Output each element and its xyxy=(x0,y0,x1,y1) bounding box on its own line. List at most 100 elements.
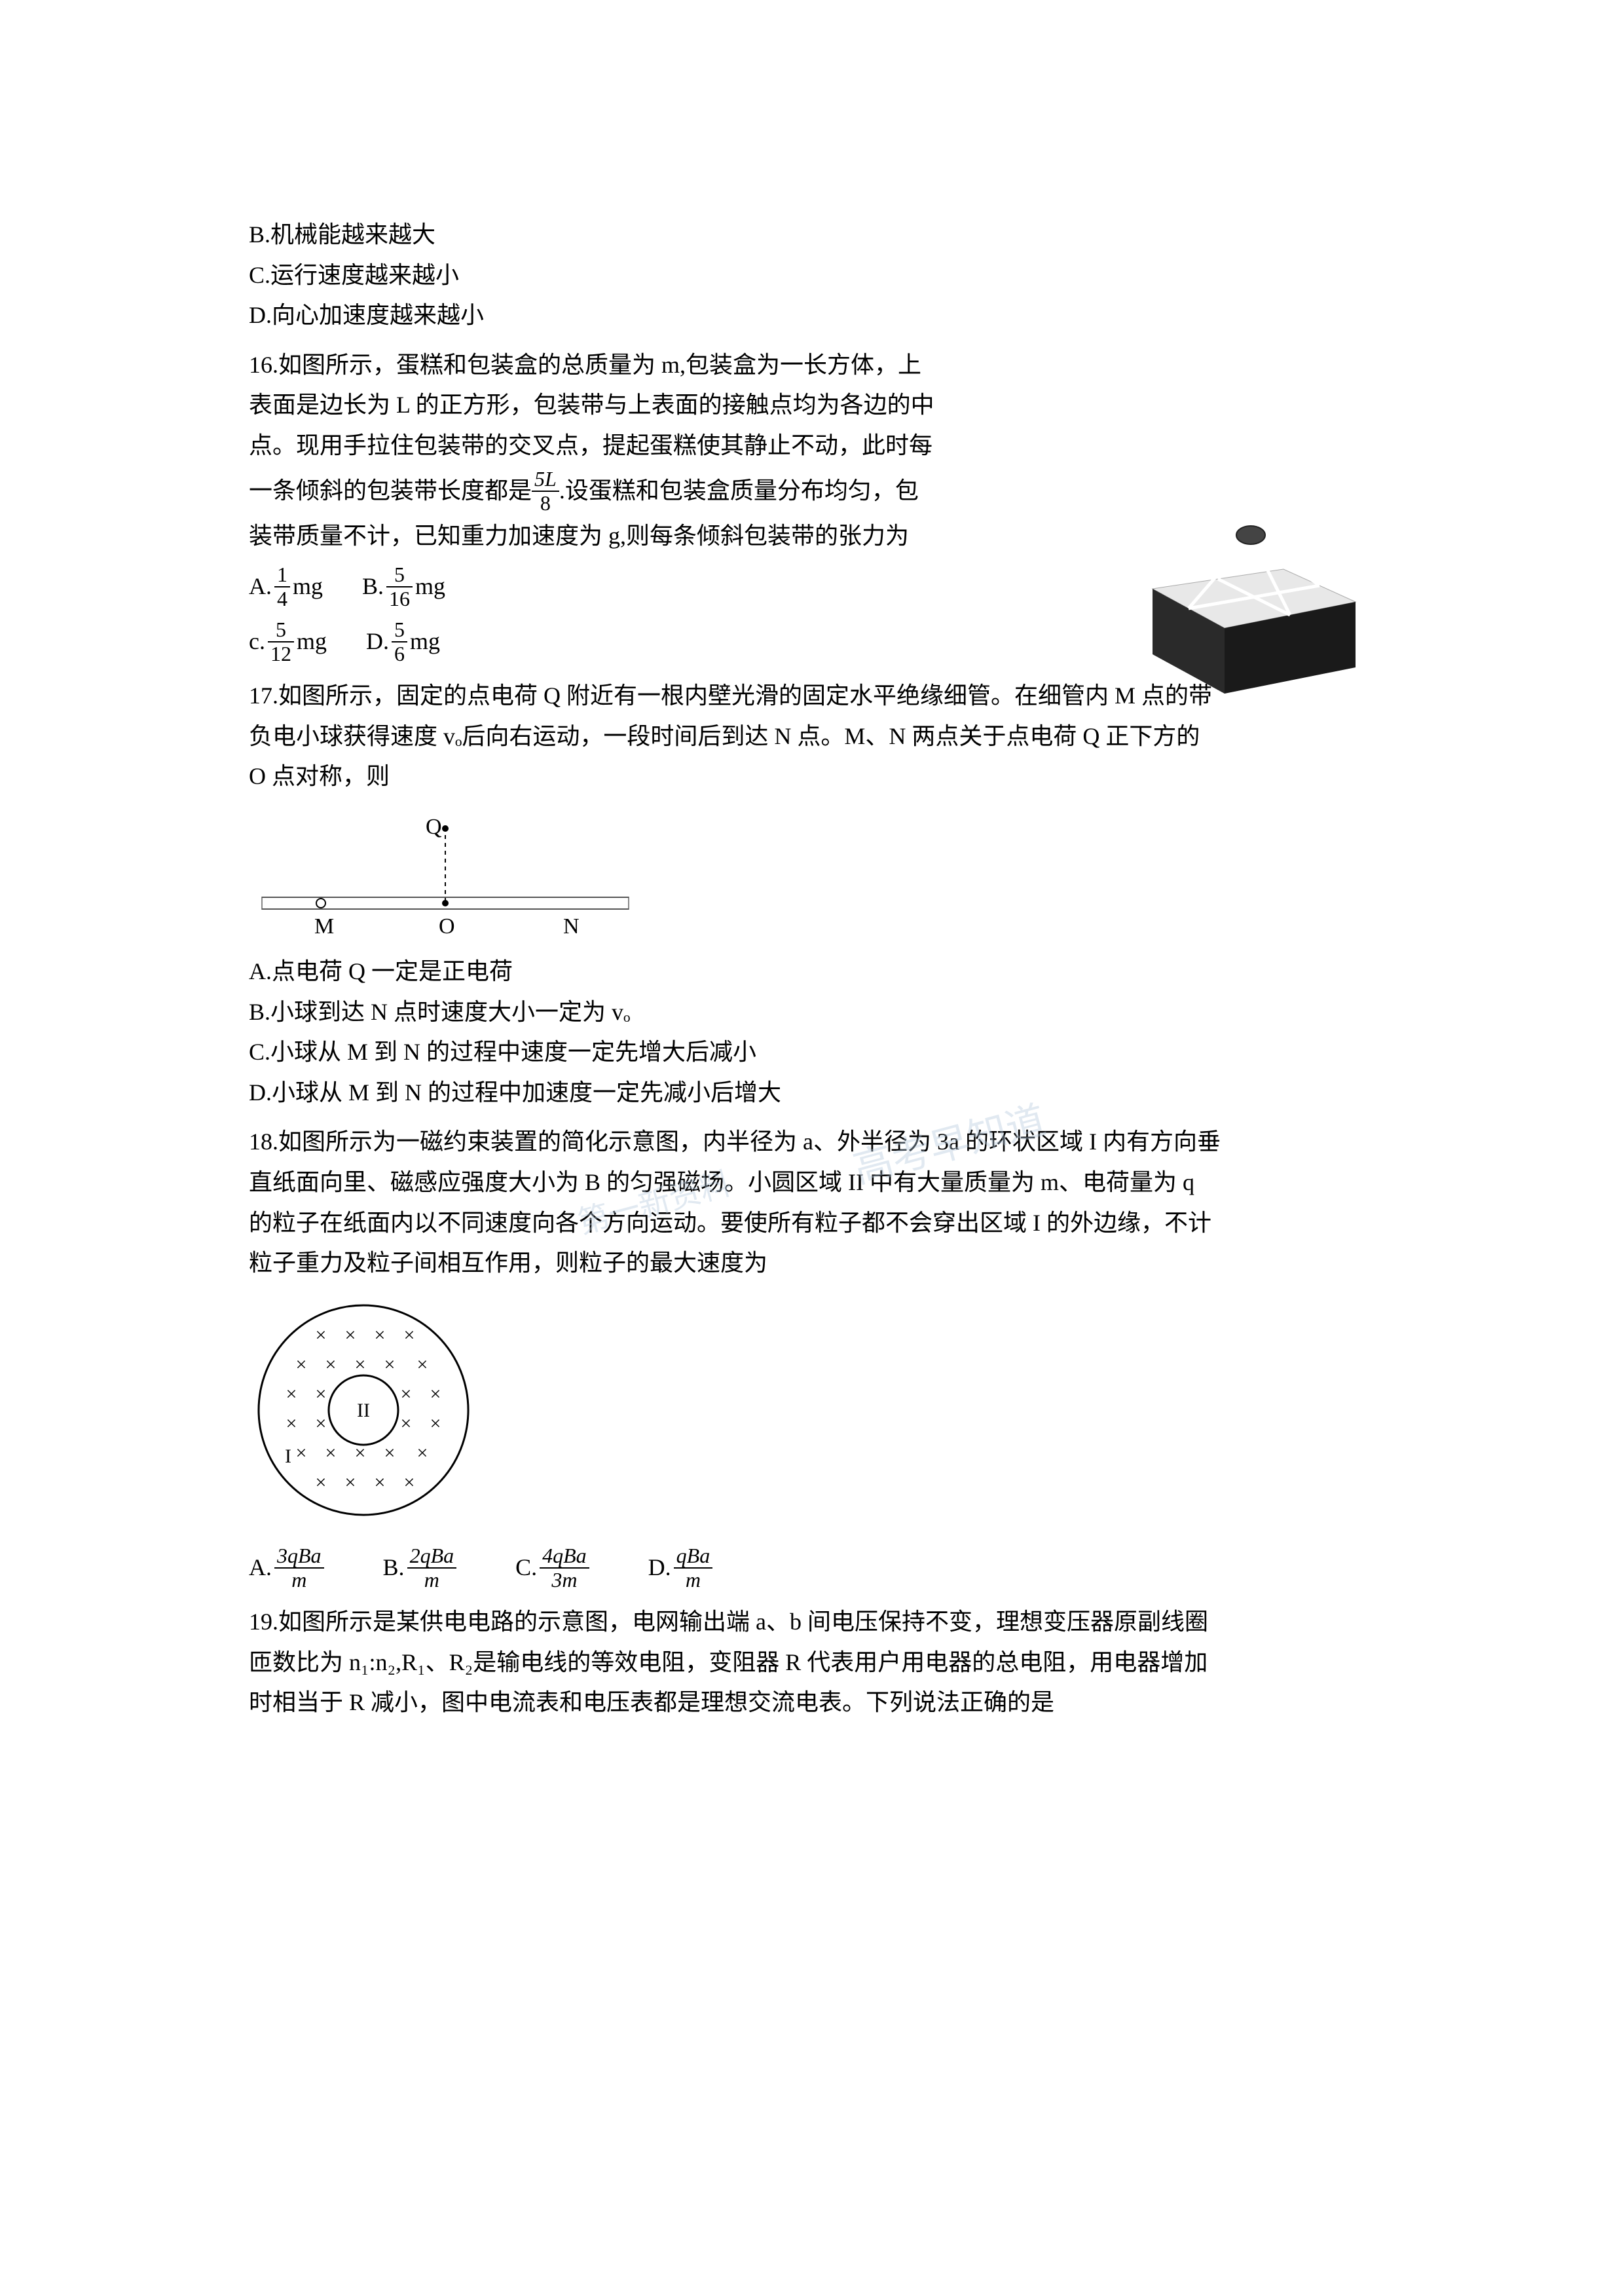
svg-text:×: × xyxy=(325,1442,337,1464)
frag-option-c: C.运行速度越来越小 xyxy=(249,257,1375,295)
frac-den: m xyxy=(407,1569,457,1592)
q18-options: A. 3qBa m B. 2qBa m C. 4qBa 3m xyxy=(249,1544,1375,1592)
svg-text:×: × xyxy=(375,1324,386,1346)
q18-line4: 粒子重力及粒子间相互作用，则粒子的最大速度为 xyxy=(249,1244,1375,1282)
svg-text:×: × xyxy=(430,1383,441,1405)
q17-line2: 负电小球获得速度 vₒ后向右运动，一段时间后到达 N 点。M、N 两点关于点电荷… xyxy=(249,718,1375,756)
q17-line3: O 点对称，则 xyxy=(249,758,1375,796)
svg-text:×: × xyxy=(375,1472,386,1493)
opt-label: D. xyxy=(648,1549,671,1587)
frac-num: 2qBa xyxy=(407,1544,457,1569)
region-1-label: I xyxy=(285,1445,291,1467)
svg-text:×: × xyxy=(296,1354,307,1375)
frac-den: 16 xyxy=(386,587,413,610)
frac-num: 5 xyxy=(386,563,413,587)
opt-label: D. xyxy=(366,623,389,661)
q16-line2: 表面是边长为 L 的正方形，包装带与上表面的接触点均为各边的中 xyxy=(249,386,1087,424)
svg-text:×: × xyxy=(286,1413,297,1434)
svg-text:×: × xyxy=(325,1354,337,1375)
svg-text:×: × xyxy=(286,1383,297,1405)
frag-option-d: D.向心加速度越来越小 xyxy=(249,297,1375,335)
svg-text:×: × xyxy=(316,1472,327,1493)
frac-a: 1 4 xyxy=(274,563,290,610)
svg-text:×: × xyxy=(384,1442,396,1464)
opt-suffix: mg xyxy=(410,623,440,661)
q17-opt-c: C.小球从 M 到 N 的过程中速度一定先增大后减小 xyxy=(249,1034,1375,1071)
q19-line1: 19.如图所示是某供电电路的示意图，电网输出端 a、b 间电压保持不变，理想变压… xyxy=(249,1603,1375,1641)
frac-den: 8 xyxy=(532,492,559,515)
q17-opt-b: B.小球到达 N 点时速度大小一定为 vₒ xyxy=(249,994,1375,1032)
svg-text:×: × xyxy=(345,1472,356,1493)
q16-pre: 一条倾斜的包装带长度都是 xyxy=(249,472,532,510)
n-label: N xyxy=(563,914,580,939)
q18-svg: ×××× ××××× ×××× ×××× ××××× ×××× II I xyxy=(249,1295,478,1525)
q17-svg: Q M O N xyxy=(249,809,642,940)
q16-opt-a: A. 1 4 mg xyxy=(249,563,323,610)
frac-num: 1 xyxy=(274,563,290,587)
q16-figure xyxy=(1120,510,1375,700)
q16-line5: 装带质量不计，已知重力加速度为 g,则每条倾斜包装带的张力为 xyxy=(249,517,1087,555)
frac-num: 4qBa xyxy=(540,1544,589,1569)
frac-num: 3qBa xyxy=(274,1544,324,1569)
question-19: 19.如图所示是某供电电路的示意图，电网输出端 a、b 间电压保持不变，理想变压… xyxy=(249,1603,1375,1722)
page-content: B.机械能越来越大 C.运行速度越来越小 D.向心加速度越来越小 16.如图所示… xyxy=(249,216,1375,1724)
q17-opt-a: A.点电荷 Q 一定是正电荷 xyxy=(249,953,1375,991)
frac-d: qBa m xyxy=(674,1544,713,1592)
opt-label: B. xyxy=(383,1549,405,1587)
svg-text:×: × xyxy=(345,1324,356,1346)
svg-text:×: × xyxy=(404,1324,415,1346)
opt-suffix: mg xyxy=(297,623,327,661)
q16-line3: 点。现用手拉住包装带的交叉点，提起蛋糕使其静止不动，此时每 xyxy=(249,427,1087,465)
q16-opt-c: c. 5 12 mg xyxy=(249,618,327,665)
q17-opt-d: D.小球从 M 到 N 的过程中加速度一定先减小后增大 xyxy=(249,1074,1375,1112)
opt-label: c. xyxy=(249,623,265,661)
q-label: Q xyxy=(426,815,442,839)
frag-option-b: B.机械能越来越大 xyxy=(249,216,1375,254)
svg-text:×: × xyxy=(417,1354,428,1375)
q19-line3: 时相当于 R 减小，图中电流表和电压表都是理想交流电表。下列说法正确的是 xyxy=(249,1684,1375,1722)
svg-text:×: × xyxy=(417,1442,428,1464)
svg-text:×: × xyxy=(430,1413,441,1434)
frac-b: 5 16 xyxy=(386,563,413,610)
svg-text:×: × xyxy=(404,1472,415,1493)
q18-line1: 18.如图所示为一磁约束装置的简化示意图，内半径为 a、外半径为 3a 的环状区… xyxy=(249,1123,1375,1161)
svg-text:×: × xyxy=(355,1354,366,1375)
o-label: O xyxy=(439,914,455,939)
frac-a: 3qBa m xyxy=(274,1544,324,1592)
q18-line3: 的粒子在纸面内以不同速度向各个方向运动。要使所有粒子都不会穿出区域 I 的外边缘… xyxy=(249,1204,1375,1242)
q18-figure: ×××× ××××× ×××× ×××× ××××× ×××× II I xyxy=(249,1295,478,1525)
q18-opt-d: D. qBa m xyxy=(648,1544,713,1592)
frac-den: 6 xyxy=(392,642,407,665)
frac-num: qBa xyxy=(674,1544,713,1569)
q18-opt-b: B. 2qBa m xyxy=(383,1544,457,1592)
opt-suffix: mg xyxy=(415,568,445,606)
frac-num: 5L xyxy=(532,468,559,492)
frac-den: m xyxy=(274,1569,324,1592)
q16-line1: 16.如图所示，蛋糕和包装盒的总质量为 m,包装盒为一长方体，上 xyxy=(249,346,1087,384)
opt-label: B. xyxy=(362,568,384,606)
frac-c: 4qBa 3m xyxy=(540,1544,589,1592)
svg-text:×: × xyxy=(401,1383,412,1405)
frac-den: 4 xyxy=(274,587,290,610)
opt-label: C. xyxy=(515,1549,537,1587)
q16-opt-d: D. 5 6 mg xyxy=(366,618,440,665)
frac-den: m xyxy=(674,1569,713,1592)
frac-b: 2qBa m xyxy=(407,1544,457,1592)
question-17: 17.如图所示，固定的点电荷 Q 附近有一根内壁光滑的固定水平绝缘细管。在细管内… xyxy=(249,677,1375,1111)
opt-suffix: mg xyxy=(293,568,323,606)
frac-num: 5 xyxy=(392,618,407,642)
q18-opt-c: C. 4qBa 3m xyxy=(515,1544,589,1592)
svg-text:×: × xyxy=(355,1442,366,1464)
q17-figure: Q M O N xyxy=(249,809,642,940)
frac-c: 5 12 xyxy=(268,618,294,665)
question-16: 16.如图所示，蛋糕和包装盒的总质量为 m,包装盒为一长方体，上 表面是边长为 … xyxy=(249,346,1375,666)
svg-text:×: × xyxy=(296,1442,307,1464)
frac-num: 5 xyxy=(268,618,294,642)
m-label: M xyxy=(314,914,334,939)
opt-label: A. xyxy=(249,568,272,606)
svg-text:×: × xyxy=(316,1324,327,1346)
svg-text:×: × xyxy=(401,1413,412,1434)
q19-line2: 匝数比为 n₁:n₂,R₁、R₂是输电线的等效电阻，变阻器 R 代表用户用电器的… xyxy=(249,1644,1375,1682)
svg-text:×: × xyxy=(316,1383,327,1405)
region-2-label: II xyxy=(357,1400,370,1421)
